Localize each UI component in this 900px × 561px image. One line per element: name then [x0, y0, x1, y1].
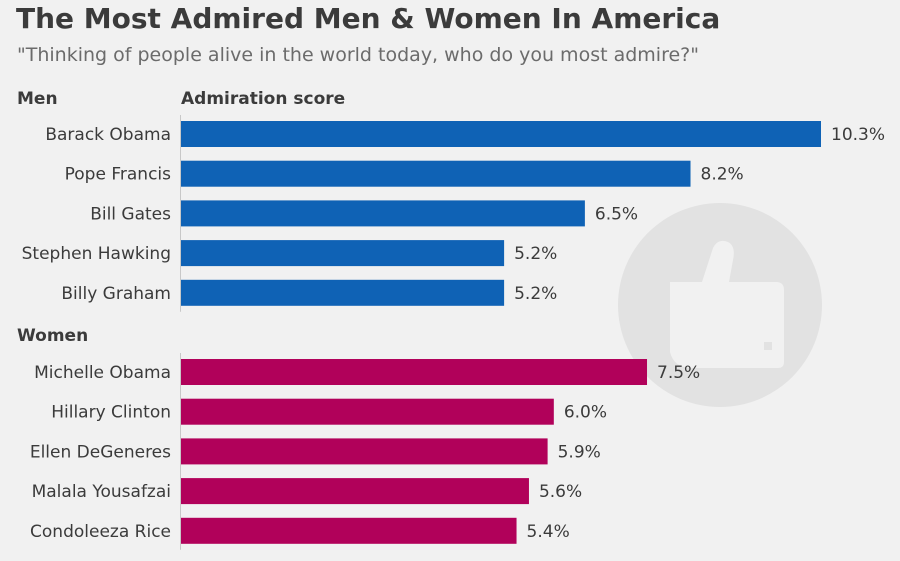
category-label: Ellen DeGeneres: [30, 442, 171, 462]
bar: [181, 160, 691, 187]
bar: [181, 478, 529, 505]
category-label: Condoleeza Rice: [30, 522, 171, 542]
chart-subtitle: "Thinking of people alive in the world t…: [17, 44, 699, 66]
category-label: Michelle Obama: [34, 363, 171, 383]
group-label-men: Men: [17, 89, 58, 109]
value-label: 5.2%: [514, 284, 557, 304]
category-label: Stephen Hawking: [22, 244, 171, 264]
chart-title: The Most Admired Men & Women In America: [16, 2, 721, 35]
bar: [181, 517, 517, 544]
bar: [181, 240, 505, 267]
bar: [181, 398, 554, 425]
bar: [181, 279, 505, 306]
value-axis-header: Admiration score: [181, 89, 346, 109]
bar: [181, 359, 648, 385]
category-label: Barack Obama: [45, 125, 171, 145]
category-label: Malala Yousafzai: [32, 482, 171, 502]
value-label: 6.0%: [564, 403, 607, 423]
value-label: 5.4%: [527, 522, 570, 542]
category-label: Hillary Clinton: [51, 403, 171, 423]
category-label: Bill Gates: [90, 204, 171, 224]
category-label: Billy Graham: [61, 284, 171, 304]
bar: [181, 121, 821, 147]
value-label: 5.2%: [514, 244, 557, 264]
value-label: 8.2%: [701, 165, 744, 185]
bar: [181, 200, 585, 227]
value-label: 7.5%: [657, 363, 700, 383]
value-label: 5.6%: [539, 482, 582, 502]
value-label: 6.5%: [595, 204, 638, 224]
category-label: Pope Francis: [65, 165, 171, 185]
value-label: 10.3%: [831, 125, 885, 145]
thumbs-up-icon: [618, 203, 822, 407]
group-label-women: Women: [17, 326, 89, 346]
bar: [181, 438, 548, 465]
value-label: 5.9%: [558, 442, 601, 462]
